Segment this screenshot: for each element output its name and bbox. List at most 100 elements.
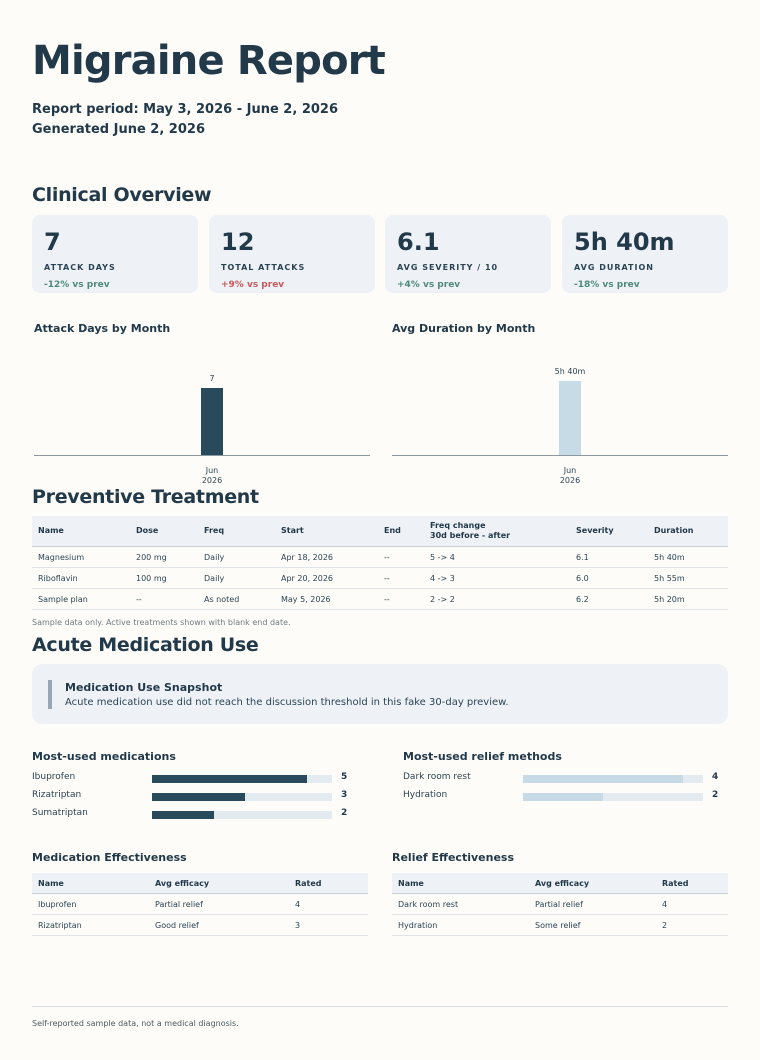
clinical-overview-heading: Clinical Overview — [32, 184, 212, 206]
table-cell: Some relief — [529, 914, 656, 936]
table-cell: Hydration — [392, 914, 529, 936]
snapshot-accent-bar — [48, 680, 52, 709]
stat-label: AVG SEVERITY / 10 — [397, 263, 499, 272]
col-rated: Rated — [656, 873, 728, 894]
chart-baseline — [392, 455, 728, 456]
report-title: Migraine Report — [32, 38, 386, 84]
stat-value: 12 — [221, 228, 255, 256]
table-cell: Apr 20, 2026 — [275, 567, 378, 589]
bar-row: Ibuprofen 5 — [32, 772, 362, 784]
bar-row-count: 5 — [341, 772, 348, 782]
relief-effectiveness-table: Name Avg efficacy Rated Dark room rest Pa… — [392, 873, 728, 936]
table-cell: -- — [378, 588, 424, 610]
report-period: Report period: May 3, 2026 - June 2, 202… — [32, 102, 338, 117]
table-cell: Dark room rest — [392, 893, 529, 915]
table-cell: 6.2 — [570, 588, 648, 610]
table-cell: 6.0 — [570, 567, 648, 589]
attack-days-chart-title: Attack Days by Month — [34, 322, 171, 335]
col-freq-change: Freq change 30d before - after — [424, 516, 570, 547]
table-cell: -- — [130, 588, 198, 610]
table-header-row: Name Avg efficacy Rated — [392, 873, 728, 894]
x-tick-year: 2026 — [559, 476, 581, 485]
stat-change: +9% vs prev — [221, 280, 285, 290]
col-name: Name — [392, 873, 529, 894]
col-dose: Dose — [130, 516, 198, 547]
stat-value: 6.1 — [397, 228, 440, 256]
col-avg-efficacy: Avg efficacy — [149, 873, 289, 894]
table-row: Ibuprofen Partial relief 4 — [32, 893, 368, 915]
preventive-treatment-table: Name Dose Freq Start End Freq change 30d … — [32, 516, 728, 610]
chart-bar — [559, 380, 581, 455]
col-severity: Severity — [570, 516, 648, 547]
table-header-row: Name Avg efficacy Rated — [32, 873, 368, 894]
most-used-relief-title: Most-used relief methods — [403, 750, 562, 763]
x-tick-month: Jun — [205, 466, 219, 475]
bar-track — [523, 775, 703, 783]
footer-divider — [32, 1006, 728, 1007]
preventive-treatment-heading: Preventive Treatment — [32, 486, 259, 508]
col-avg-efficacy: Avg efficacy — [529, 873, 656, 894]
bar-fill — [152, 811, 215, 819]
chart-baseline — [34, 455, 370, 456]
snapshot-title: Medication Use Snapshot — [65, 681, 223, 694]
bar-row-count: 2 — [712, 790, 719, 800]
table-cell: 4 — [289, 893, 368, 915]
relief-effectiveness-title: Relief Effectiveness — [392, 851, 514, 864]
stat-label: TOTAL ATTACKS — [221, 263, 306, 272]
table-row: Sample plan -- As noted May 5, 2026 -- 2 -> 2… — [32, 588, 728, 610]
table-cell: Apr 18, 2026 — [275, 546, 378, 568]
bar-row-label: Dark room rest — [403, 772, 471, 782]
bar-fill — [523, 793, 603, 801]
stat-card-attack-days: 7 ATTACK DAYS -12% vs prev — [32, 215, 198, 293]
avg-duration-chart: 5h 40m Jun 2026 — [392, 345, 728, 495]
footer-disclaimer: Self-reported sample data, not a medical… — [32, 1019, 239, 1028]
bar-row: Rizatriptan 3 — [32, 790, 362, 802]
stat-change: -18% vs prev — [574, 280, 640, 290]
col-duration: Duration — [648, 516, 728, 547]
table-cell: Good relief — [149, 914, 289, 936]
table-cell: May 5, 2026 — [275, 588, 378, 610]
col-end: End — [378, 516, 424, 547]
bar-fill — [152, 793, 246, 801]
table-cell: -- — [378, 567, 424, 589]
bar-row-count: 4 — [712, 772, 719, 782]
bar-row-label: Hydration — [403, 790, 448, 800]
stat-change: -12% vs prev — [44, 280, 110, 290]
attack-days-chart: 7 Jun 2026 — [34, 345, 370, 495]
table-cell: Daily — [198, 546, 275, 568]
table-cell: As noted — [198, 588, 275, 610]
avg-duration-chart-title: Avg Duration by Month — [392, 322, 536, 335]
stat-label: AVG DURATION — [574, 263, 654, 272]
stat-card-avg-severity: 6.1 AVG SEVERITY / 10 +4% vs prev — [385, 215, 551, 293]
col-name: Name — [32, 873, 149, 894]
bar-fill — [523, 775, 683, 783]
bar-track — [152, 793, 332, 801]
table-cell: 3 — [289, 914, 368, 936]
col-freq: Freq — [198, 516, 275, 547]
x-tick-label: Jun 2026 — [182, 466, 242, 486]
table-row: Dark room rest Partial relief 4 — [392, 893, 728, 915]
table-cell: -- — [378, 546, 424, 568]
table-cell: 6.1 — [570, 546, 648, 568]
stat-card-avg-duration: 5h 40m AVG DURATION -18% vs prev — [562, 215, 728, 293]
stat-card-total-attacks: 12 TOTAL ATTACKS +9% vs prev — [209, 215, 375, 293]
stat-value: 7 — [44, 228, 61, 256]
table-cell: 200 mg — [130, 546, 198, 568]
table-cell: Ibuprofen — [32, 893, 149, 915]
bar-track — [523, 793, 703, 801]
table-row: Riboflavin 100 mg Daily Apr 20, 2026 -- 4 -> … — [32, 567, 728, 589]
bar-row: Sumatriptan 2 — [32, 808, 362, 820]
table-cell: Daily — [198, 567, 275, 589]
table-cell: Magnesium — [32, 546, 130, 568]
bar-row-label: Ibuprofen — [32, 772, 76, 782]
table-header-row: Name Dose Freq Start End Freq change 30d … — [32, 516, 728, 547]
col-name: Name — [32, 516, 130, 547]
table-cell: Rizatriptan — [32, 914, 149, 936]
bar-track — [152, 811, 332, 819]
most-used-medications-title: Most-used medications — [32, 750, 176, 763]
bar-row: Dark room rest 4 — [403, 772, 733, 784]
snapshot-body: Acute medication use did not reach the d… — [65, 697, 509, 708]
table-cell: 2 -> 2 — [424, 588, 570, 610]
bar-track — [152, 775, 332, 783]
table-cell: 100 mg — [130, 567, 198, 589]
